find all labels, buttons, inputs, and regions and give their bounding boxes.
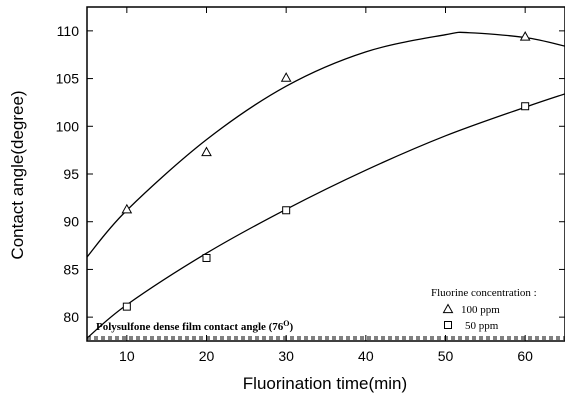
legend-label-100ppm: 100 ppm	[461, 304, 500, 316]
data-point-50ppm	[282, 206, 291, 215]
data-point-100ppm	[201, 146, 212, 157]
fit-curve-50ppm	[87, 93, 565, 339]
y-tick-label: 90	[63, 214, 79, 230]
y-axis-ticks: 80 85 90 95 100 105 110	[56, 23, 565, 325]
x-tick-label: 50	[438, 348, 454, 364]
data-point-50ppm	[521, 102, 530, 111]
reference-line-label: Polysulfone dense film contact angle (76…	[96, 319, 294, 334]
y-tick-label: 95	[63, 166, 79, 182]
data-point-50ppm	[202, 253, 211, 262]
data-point-100ppm	[519, 31, 531, 41]
legend-marker-100ppm	[442, 303, 454, 314]
y-tick-label: 105	[56, 71, 80, 87]
series-50ppm	[87, 93, 565, 339]
x-tick-label: 60	[517, 348, 533, 364]
legend: Fluorine concentration : 100 ppm 50 ppm	[431, 287, 537, 332]
y-tick-label: 85	[63, 261, 79, 277]
data-point-100ppm	[121, 203, 133, 214]
legend-markers	[442, 303, 454, 329]
series-layer	[87, 31, 565, 339]
x-tick-label: 40	[358, 348, 374, 364]
x-tick-label: 10	[119, 348, 135, 364]
data-point-50ppm	[122, 302, 131, 311]
x-axis-ticks: 10 20 30 40 50 60	[119, 7, 533, 364]
series-100ppm	[87, 31, 565, 258]
x-tick-label: 30	[278, 348, 294, 364]
fit-curve-100ppm	[87, 31, 565, 258]
legend-title: Fluorine concentration :	[431, 287, 537, 299]
x-axis-title: Fluorination time(min)	[243, 374, 407, 393]
y-tick-label: 100	[56, 118, 80, 134]
legend-marker-50ppm	[444, 321, 452, 329]
y-tick-label: 110	[57, 23, 80, 39]
x-tick-label: 20	[199, 348, 215, 364]
data-point-100ppm	[280, 72, 292, 82]
y-tick-label: 80	[63, 309, 79, 325]
y-axis-title: Contact angle(degree)	[8, 90, 27, 259]
legend-label-50ppm: 50 ppm	[465, 320, 499, 332]
